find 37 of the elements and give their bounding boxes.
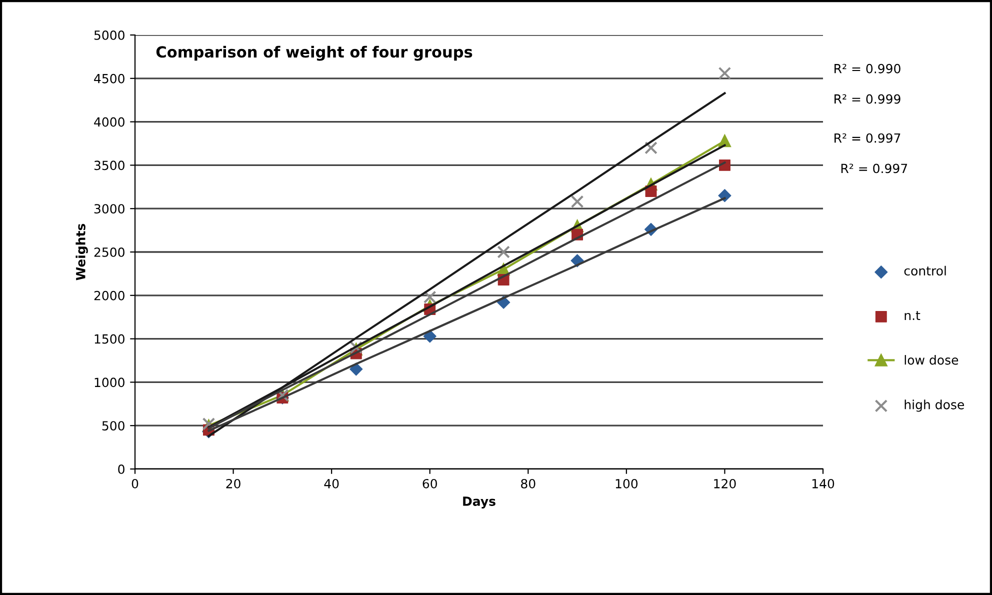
legend-label: control <box>904 266 946 276</box>
point <box>423 330 436 343</box>
y-tick-label: 1500 <box>94 334 124 344</box>
y-tick-label: 0 <box>118 464 124 474</box>
text: R² = 0.997 <box>834 133 900 143</box>
y-tick-label: 4000 <box>94 117 124 127</box>
x-tick-label: 140 <box>812 478 834 488</box>
text: R² = 0.990 <box>834 64 900 74</box>
y-tick-label: 500 <box>102 421 124 431</box>
legend-label: n.t <box>904 311 920 320</box>
y-tick-label: 1000 <box>94 378 124 388</box>
point <box>644 141 658 154</box>
y-axis-title: Weights <box>76 224 88 280</box>
x-tick-label: 20 <box>226 478 240 488</box>
point <box>570 195 584 208</box>
y-tick-label: 5000 <box>94 30 124 40</box>
legend-label: high dose <box>904 400 964 412</box>
x-tick-label: 80 <box>521 478 536 488</box>
x-axis-title: Days <box>463 496 496 508</box>
point <box>497 246 510 258</box>
x-tick-label: 40 <box>324 478 339 488</box>
y-tick-label: 4500 <box>94 74 124 84</box>
point <box>350 362 363 376</box>
y-tick-label: 3500 <box>94 160 124 170</box>
point <box>718 66 732 80</box>
text: Comparison of weight of four groups <box>156 46 472 61</box>
x-tick-label: 120 <box>714 478 736 488</box>
text: R² = 0.999 <box>834 94 900 104</box>
y-tick-label: 3000 <box>94 204 124 214</box>
x-tick-label: 100 <box>616 478 638 488</box>
text: R² = 0.997 <box>841 164 908 174</box>
point <box>423 290 436 304</box>
legend-label: low dose <box>904 355 958 365</box>
x-tick-label: 60 <box>422 478 437 488</box>
x-tick-label: 0 <box>132 478 138 488</box>
y-tick-label: 2000 <box>94 290 124 300</box>
y-tick-label: 2500 <box>94 247 124 257</box>
